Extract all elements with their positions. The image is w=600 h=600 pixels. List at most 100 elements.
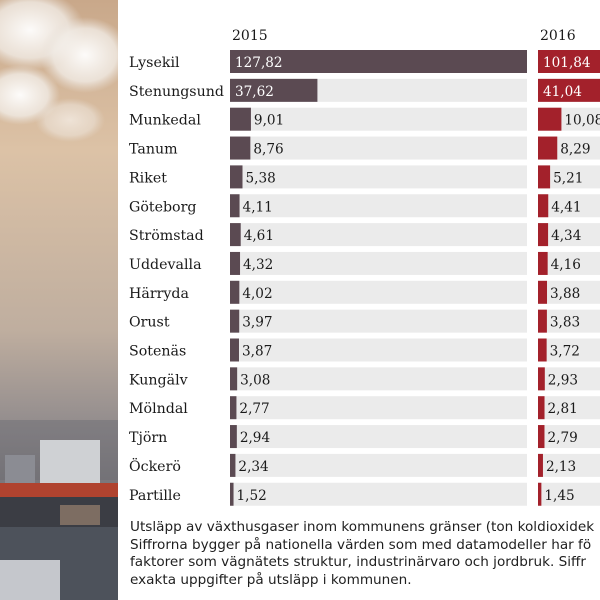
bar-2016 <box>538 136 558 160</box>
bar-2016 <box>538 338 547 362</box>
bar-2016 <box>538 453 543 477</box>
data-label-2015: 5,38 <box>246 170 276 186</box>
bar-2015 <box>230 280 240 304</box>
category-label: Lysekil <box>129 55 180 71</box>
data-label-2016: 5,21 <box>553 170 583 186</box>
bar-2016 <box>538 396 545 420</box>
chart-caption: Utsläpp av växthusgaser inom kommunens g… <box>130 519 600 589</box>
bar-2016 <box>538 223 549 247</box>
bar-2015 <box>230 338 239 362</box>
category-label: Mölndal <box>129 401 188 417</box>
category-label: Strömstad <box>129 228 204 244</box>
bar-2015 <box>230 425 237 449</box>
bar-2015 <box>230 396 237 420</box>
bar-2015 <box>230 453 236 477</box>
category-label: Kungälv <box>129 372 188 388</box>
bar-2015 <box>230 367 238 391</box>
category-label: Härryda <box>129 286 189 302</box>
data-label-2016: 101,84 <box>543 55 591 71</box>
data-label-2016: 41,04 <box>543 84 582 100</box>
bar-track <box>230 425 527 449</box>
chart-panel: 2015 2016 Lysekil 127,82 101,84 Stenungsund 37… <box>118 0 600 600</box>
category-label: Partille <box>129 488 181 504</box>
bar-track <box>538 453 600 477</box>
bar-track <box>230 338 527 362</box>
caption-line: Siffrorna bygger på nationella värden so… <box>130 536 592 553</box>
bar-track <box>230 396 527 420</box>
caption-line: Utsläpp av växthusgaser inom kommunens g… <box>130 519 595 535</box>
bar-track <box>538 223 600 247</box>
data-label-2016: 1,45 <box>544 488 574 504</box>
category-label: Tjörn <box>129 430 167 446</box>
bar-track <box>538 165 600 189</box>
data-label-2015: 3,97 <box>242 315 272 331</box>
data-label-2015: 4,61 <box>244 228 274 244</box>
data-label-2016: 4,16 <box>551 257 581 273</box>
data-label-2015: 2,77 <box>239 401 269 417</box>
bar-2016 <box>538 367 545 391</box>
bar-2016 <box>538 280 548 304</box>
series-header-2015: 2015 <box>232 28 268 44</box>
data-label-2016: 3,88 <box>550 286 580 302</box>
bar-2015 <box>230 50 527 73</box>
caption-line: exakta uppgifter på utsläpp i kommunen. <box>130 571 412 588</box>
bar-track <box>230 136 527 160</box>
data-label-2016: 3,83 <box>550 315 580 331</box>
data-label-2016: 2,13 <box>546 459 576 475</box>
bar-track <box>230 223 527 247</box>
data-label-2015: 127,82 <box>235 55 283 71</box>
data-label-2015: 4,11 <box>243 199 273 215</box>
data-label-2015: 37,62 <box>235 84 274 100</box>
bar-2015 <box>230 309 240 333</box>
category-label: Öckerö <box>129 457 181 475</box>
data-label-2015: 9,01 <box>254 113 284 129</box>
bar-2015 <box>230 482 234 506</box>
category-label: Stenungsund <box>129 84 224 100</box>
caption-line: faktorer som vägnätets struktur, industr… <box>130 554 586 570</box>
bar-track <box>230 107 527 131</box>
bar-track <box>538 425 600 449</box>
bar-track <box>538 251 600 275</box>
bar-2016 <box>538 165 551 189</box>
data-label-2015: 8,76 <box>253 142 283 158</box>
category-label: Göteborg <box>129 199 196 215</box>
bar-track <box>538 338 600 362</box>
data-label-2015: 4,32 <box>243 257 273 273</box>
bar-2016 <box>538 107 562 131</box>
bar-track <box>538 396 600 420</box>
bar-track <box>230 453 527 477</box>
data-label-2016: 2,81 <box>548 401 578 417</box>
bar-2016 <box>538 78 600 102</box>
bar-track <box>538 309 600 333</box>
bar-2015 <box>230 251 241 275</box>
bar-2016 <box>538 194 549 218</box>
bar-track <box>230 251 527 275</box>
category-label: Riket <box>129 170 167 186</box>
data-label-2015: 1,52 <box>237 488 267 504</box>
data-label-2016: 4,41 <box>551 199 581 215</box>
data-label-2016: 4,34 <box>551 228 581 244</box>
data-label-2016: 3,72 <box>550 344 580 360</box>
data-label-2016: 8,29 <box>560 142 590 158</box>
data-label-2016: 2,93 <box>548 372 578 388</box>
bar-track <box>230 482 527 506</box>
bar-track <box>230 280 527 304</box>
bar-chart: 2015 2016 Lysekil 127,82 101,84 Stenungsund 37… <box>129 28 600 506</box>
bar-track <box>230 309 527 333</box>
data-label-2015: 3,87 <box>242 344 272 360</box>
category-label: Tanum <box>129 142 178 158</box>
data-label-2015: 2,34 <box>238 459 268 475</box>
category-label: Munkedal <box>129 113 201 129</box>
bar-track <box>538 280 600 304</box>
category-label: Sotenäs <box>129 344 186 360</box>
bar-2015 <box>230 107 251 131</box>
bar-2016 <box>538 50 600 73</box>
background-photo-industrial-smoke <box>0 0 118 600</box>
bar-2015 <box>230 136 251 160</box>
bar-2016 <box>538 425 545 449</box>
data-label-2016: 2,79 <box>547 430 577 446</box>
bar-track <box>230 367 527 391</box>
bar-track <box>230 194 527 218</box>
bar-2015 <box>230 194 240 218</box>
bar-track <box>230 165 527 189</box>
